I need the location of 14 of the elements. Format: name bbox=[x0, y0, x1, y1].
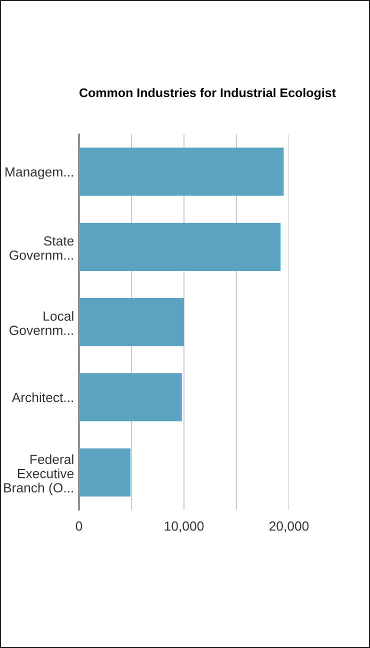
x-tick-label: 0 bbox=[76, 521, 82, 531]
chart-title: Common Industries for Industrial Ecologist bbox=[80, 88, 336, 100]
x-tick-label: 20,000 bbox=[269, 521, 309, 532]
bar bbox=[78, 148, 284, 196]
y-tick-label: Federal Executive Branch (O... bbox=[4, 454, 74, 496]
bar bbox=[78, 448, 130, 496]
y-tick-label: Managem... bbox=[6, 167, 73, 180]
y-tick-label: State Governm... bbox=[10, 236, 74, 260]
x-tick-label: 10,000 bbox=[164, 521, 204, 532]
bar bbox=[78, 298, 184, 346]
bar bbox=[78, 222, 281, 271]
bar bbox=[78, 373, 182, 422]
y-tick-label: Architect... bbox=[12, 392, 73, 402]
y-tick-label: Local Governm... bbox=[10, 311, 74, 336]
